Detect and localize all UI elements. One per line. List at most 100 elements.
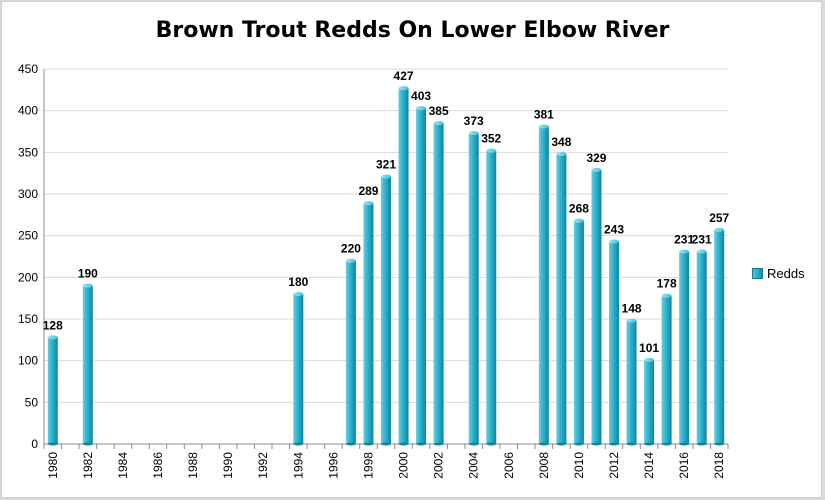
bar-cap [433, 121, 444, 126]
bar-cap [714, 227, 725, 232]
y-tick-label: 50 [25, 395, 39, 409]
bar-cap [363, 201, 374, 206]
bar-cap [626, 318, 637, 323]
x-tick-label: 2010 [572, 452, 586, 479]
data-label: 427 [394, 69, 414, 83]
bar-base [398, 442, 409, 446]
legend: Redds [752, 266, 805, 281]
y-tick-labels: 0 50 100 150 200 250 300 350 400 450 [18, 62, 38, 451]
x-tick-label: 1990 [221, 452, 235, 479]
bar-base [573, 442, 584, 446]
bar-cap [573, 218, 584, 223]
x-tick-label: 2018 [712, 452, 726, 479]
bar [47, 337, 58, 444]
bar-cap [556, 152, 567, 156]
y-tick-label: 100 [18, 354, 38, 368]
bar [679, 251, 690, 444]
data-label: 257 [709, 211, 729, 225]
x-tick-label: 1996 [326, 452, 340, 479]
x-tick-label: 2014 [642, 452, 656, 479]
bar [433, 123, 444, 445]
bar-base [714, 442, 725, 446]
data-label: 268 [569, 202, 589, 216]
bar-cap [47, 335, 58, 340]
bar-base [556, 442, 567, 446]
bar [556, 154, 567, 444]
x-tick-labels: 1980 1982 1984 1986 1988 1990 1992 1994 1996 1998… [46, 452, 726, 479]
bar-cap [416, 106, 427, 111]
bar [363, 203, 374, 444]
bar-base [433, 442, 444, 446]
bar-base [363, 442, 374, 446]
bar-cap [398, 86, 409, 91]
x-tick-label: 1998 [361, 452, 375, 479]
data-label: 128 [43, 318, 63, 332]
data-label: 385 [429, 104, 449, 118]
bar-base [591, 442, 602, 446]
data-label: 329 [586, 151, 606, 165]
bar [626, 320, 637, 444]
x-tick-label: 2008 [537, 452, 551, 479]
legend-swatch [752, 268, 763, 279]
bar-cap [345, 258, 356, 263]
data-label: 231 [692, 233, 712, 247]
bar-base [644, 442, 655, 446]
data-label: 178 [657, 277, 677, 291]
bar [696, 251, 707, 444]
bar-base [416, 442, 427, 446]
bar-cap [679, 249, 690, 254]
bar-base [82, 442, 93, 446]
bar [398, 88, 409, 445]
data-label: 373 [464, 114, 484, 128]
bar [538, 126, 549, 444]
x-tick-label: 2012 [607, 452, 621, 479]
x-tick-label: 1994 [291, 452, 305, 479]
bar-base [661, 442, 672, 446]
bar-cap [661, 293, 672, 298]
bar-cap [696, 249, 707, 254]
bar-cap [538, 124, 549, 129]
legend-label: Redds [767, 266, 805, 281]
bar-base [47, 442, 58, 446]
y-tick-label: 400 [18, 104, 38, 118]
bar-base [345, 442, 356, 446]
x-tick-label: 1982 [81, 452, 95, 479]
bar-base [381, 442, 391, 446]
x-tick-label: 1988 [186, 452, 200, 479]
data-label: 352 [481, 132, 501, 146]
x-tick-label: 1986 [151, 452, 165, 479]
data-label: 190 [78, 267, 98, 281]
x-tick-label: 2000 [397, 452, 411, 479]
bar [591, 169, 602, 445]
bar-base [468, 442, 479, 446]
x-tick-label: 1984 [116, 452, 130, 479]
bar-base [538, 442, 549, 446]
bar [486, 150, 497, 444]
bar [293, 294, 304, 444]
data-label: 148 [622, 302, 642, 316]
bar-cap [609, 239, 619, 244]
chart-title: Brown Trout Redds On Lower Elbow River [155, 18, 670, 43]
y-tick-label: 250 [18, 229, 38, 243]
bar [609, 241, 619, 444]
y-tick-label: 300 [18, 187, 38, 201]
bar-cap [468, 131, 479, 136]
bar [381, 176, 391, 444]
x-tick-label: 2006 [502, 452, 516, 479]
data-label: 180 [288, 275, 308, 289]
bar [661, 295, 672, 444]
x-tick-label: 1980 [46, 452, 60, 479]
x-tick-label: 2016 [677, 452, 691, 479]
bar-cap [486, 148, 497, 153]
bar [345, 260, 356, 444]
y-tick-label: 450 [18, 62, 38, 76]
bar [468, 133, 479, 444]
y-tick-label: 200 [18, 270, 38, 284]
y-tick-label: 0 [31, 437, 38, 451]
bar [82, 285, 93, 444]
bar [573, 220, 584, 444]
x-tick-label: 2002 [432, 452, 446, 479]
data-label: 321 [376, 158, 396, 172]
